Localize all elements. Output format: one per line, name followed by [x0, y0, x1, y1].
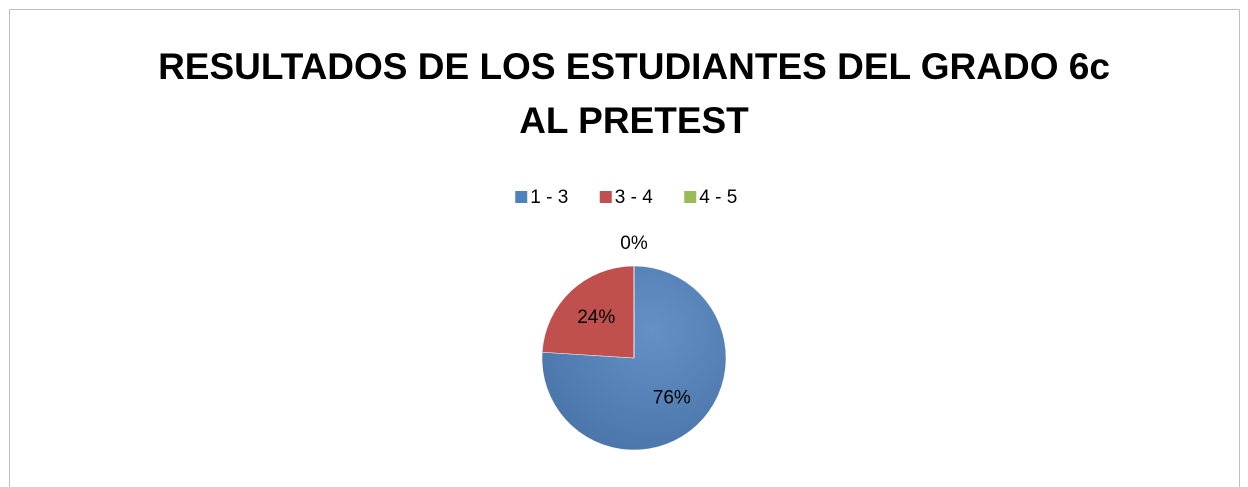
data-label: 24% — [577, 307, 615, 328]
data-label: 0% — [620, 233, 648, 254]
legend-swatch — [599, 191, 612, 203]
data-label: 76% — [653, 387, 691, 408]
legend-swatch — [515, 191, 528, 203]
legend-label: 4 - 5 — [699, 187, 737, 208]
legend-label: 3 - 4 — [615, 187, 653, 208]
legend-swatch — [684, 191, 697, 203]
legend-label: 1 - 3 — [530, 187, 568, 208]
chart-title: RESULTADOS DE LOS ESTUDIANTES DEL GRADO … — [158, 46, 1110, 141]
pie-slice — [541, 265, 635, 359]
